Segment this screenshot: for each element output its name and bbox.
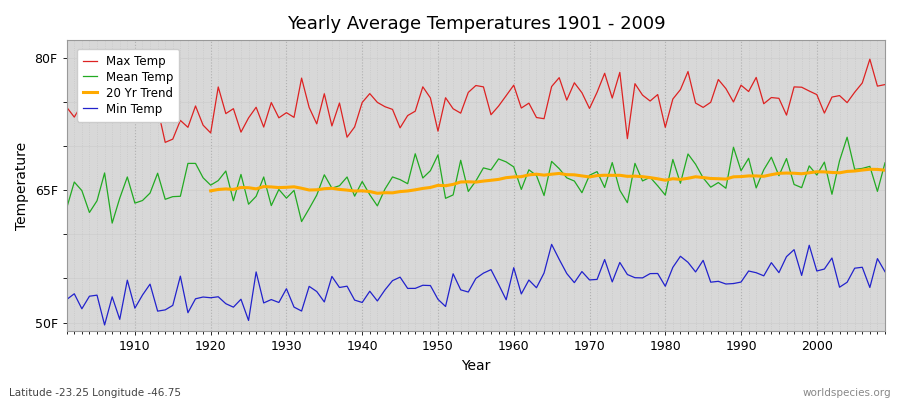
Min Temp bbox=[879, 269, 890, 274]
20 Yr Trend bbox=[773, 171, 784, 176]
Max Temp bbox=[342, 135, 353, 140]
Mean Temp bbox=[842, 135, 852, 140]
Mean Temp bbox=[879, 160, 890, 165]
Mean Temp bbox=[607, 160, 617, 165]
Mean Temp bbox=[296, 219, 307, 224]
Text: Latitude -23.25 Longitude -46.75: Latitude -23.25 Longitude -46.75 bbox=[9, 388, 181, 398]
Min Temp bbox=[546, 242, 557, 247]
Min Temp bbox=[99, 322, 110, 327]
Min Temp bbox=[61, 297, 72, 302]
Max Temp bbox=[879, 82, 890, 87]
20 Yr Trend bbox=[879, 168, 890, 173]
Mean Temp bbox=[342, 175, 353, 180]
Mean Temp bbox=[107, 221, 118, 226]
Mean Temp bbox=[130, 201, 140, 206]
Min Temp bbox=[342, 284, 353, 288]
20 Yr Trend bbox=[296, 186, 307, 191]
Text: worldspecies.org: worldspecies.org bbox=[803, 388, 891, 398]
20 Yr Trend bbox=[864, 167, 875, 172]
Max Temp bbox=[607, 96, 617, 100]
Min Temp bbox=[615, 260, 626, 265]
Title: Yearly Average Temperatures 1901 - 2009: Yearly Average Temperatures 1901 - 2009 bbox=[286, 15, 665, 33]
X-axis label: Year: Year bbox=[461, 359, 491, 373]
Mean Temp bbox=[508, 164, 519, 169]
Line: Min Temp: Min Temp bbox=[67, 244, 885, 325]
Mean Temp bbox=[516, 187, 526, 192]
Legend: Max Temp, Mean Temp, 20 Yr Trend, Min Temp: Max Temp, Mean Temp, 20 Yr Trend, Min Te… bbox=[76, 49, 179, 122]
Max Temp bbox=[864, 57, 875, 62]
Mean Temp bbox=[61, 206, 72, 210]
Min Temp bbox=[516, 292, 526, 296]
Min Temp bbox=[296, 309, 307, 314]
Line: 20 Yr Trend: 20 Yr Trend bbox=[211, 169, 885, 193]
Max Temp bbox=[516, 106, 526, 110]
20 Yr Trend bbox=[418, 186, 428, 191]
Max Temp bbox=[508, 83, 519, 88]
20 Yr Trend bbox=[205, 188, 216, 193]
20 Yr Trend bbox=[682, 176, 693, 181]
20 Yr Trend bbox=[788, 171, 799, 176]
Min Temp bbox=[508, 265, 519, 270]
Y-axis label: Temperature: Temperature bbox=[15, 142, 29, 230]
Line: Max Temp: Max Temp bbox=[67, 59, 885, 142]
Max Temp bbox=[296, 76, 307, 80]
Max Temp bbox=[122, 118, 132, 123]
Min Temp bbox=[130, 306, 140, 310]
20 Yr Trend bbox=[372, 191, 382, 196]
Max Temp bbox=[61, 105, 72, 110]
Line: Mean Temp: Mean Temp bbox=[67, 137, 885, 223]
Max Temp bbox=[160, 140, 171, 145]
20 Yr Trend bbox=[857, 168, 868, 172]
